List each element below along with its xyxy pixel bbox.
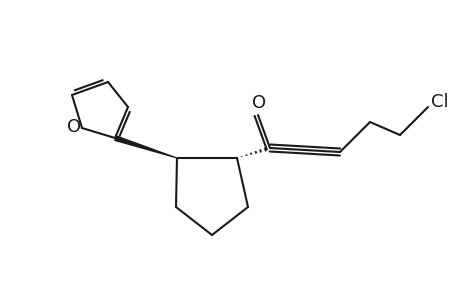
Text: O: O — [67, 118, 81, 136]
Polygon shape — [114, 135, 177, 159]
Text: O: O — [252, 94, 265, 112]
Text: Cl: Cl — [430, 93, 448, 111]
